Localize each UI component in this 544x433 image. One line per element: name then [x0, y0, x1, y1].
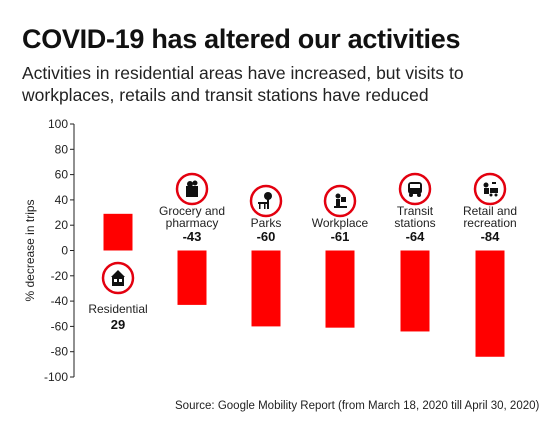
shopping-cart-icon: [473, 172, 507, 206]
source-note: Source: Google Mobility Report (from Mar…: [175, 400, 540, 412]
category-label: Grocery and: [159, 204, 225, 218]
y-tick-label: 100: [48, 117, 68, 131]
bar-transit-stations: [400, 250, 430, 332]
y-tick-label: -40: [51, 294, 69, 308]
park-bench-icon: [249, 184, 283, 218]
bar-grocery-and-pharmacy: [177, 250, 207, 305]
y-tick-label: 60: [55, 168, 69, 182]
data-label: -61: [331, 229, 350, 244]
category-label: recreation: [463, 216, 516, 230]
bar-retail-and-recreation: [475, 250, 505, 357]
data-label: -43: [183, 229, 202, 244]
chart-subtitle-line-2: workplaces, retails and transit stations…: [22, 85, 429, 105]
category-label: pharmacy: [166, 216, 219, 230]
chart-subtitle-line-1: Activities in residential areas have inc…: [22, 63, 464, 83]
bar-workplace: [325, 250, 355, 328]
category-label: Parks: [251, 216, 282, 230]
y-tick-label: 0: [61, 244, 68, 258]
y-tick-label: -20: [51, 269, 69, 283]
y-axis-label: % decrease in trips: [23, 199, 37, 301]
category-label: Workplace: [312, 216, 369, 230]
category-label: Retail and: [463, 204, 517, 218]
y-tick-label: -100: [44, 370, 68, 384]
bar-residential: [103, 213, 133, 251]
y-tick-label: 40: [55, 193, 69, 207]
data-label: -84: [481, 229, 501, 244]
y-tick-label: 20: [55, 218, 69, 232]
data-label: -60: [257, 229, 276, 244]
bus-icon: [398, 172, 432, 206]
person-at-desk-icon: [323, 184, 357, 218]
y-tick-label: -80: [51, 345, 69, 359]
bar-parks: [251, 250, 281, 327]
y-tick-label: 80: [55, 142, 69, 156]
house-icon: [101, 261, 135, 295]
data-label: 29: [111, 317, 125, 332]
data-label: -64: [406, 229, 426, 244]
y-tick-label: -60: [51, 319, 69, 333]
grocery-bag-icon: [175, 172, 209, 206]
category-label: Transit: [397, 204, 434, 218]
chart-title: COVID-19 has altered our activities: [22, 24, 461, 54]
category-label: Residential: [88, 302, 147, 316]
category-label: stations: [394, 216, 435, 230]
